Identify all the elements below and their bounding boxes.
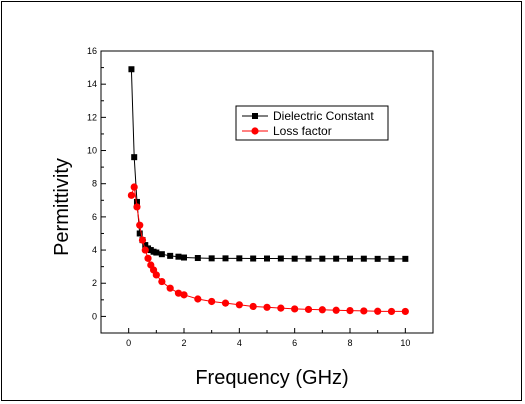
series-layer: [127, 66, 409, 316]
data-point-loss-factor: [291, 305, 299, 313]
data-point-dielectric-constant: [333, 255, 340, 262]
data-point-dielectric-constant: [291, 255, 298, 262]
data-point-loss-factor: [133, 203, 141, 211]
data-point-dielectric-constant: [167, 252, 174, 259]
data-point-loss-factor: [304, 305, 313, 314]
data-point-dielectric-constant: [305, 255, 312, 262]
data-point-dielectric-constant: [153, 249, 160, 256]
y-tick-label: 12: [87, 112, 97, 122]
data-point-dielectric-constant: [128, 66, 135, 73]
data-point-loss-factor: [130, 183, 138, 191]
data-point-loss-factor: [136, 221, 144, 229]
axis-ticks: 0 2 4 6 8 10 0 2 4 6 8 10 12 14 16: [87, 46, 410, 348]
data-point-loss-factor: [180, 291, 188, 299]
data-point-loss-factor: [141, 246, 149, 254]
data-point-dielectric-constant: [131, 154, 138, 161]
y-tick-label: 4: [92, 245, 97, 255]
x-tick-label: 6: [292, 338, 297, 348]
data-point-dielectric-constant: [264, 255, 270, 262]
y-tick-label: 0: [92, 311, 97, 321]
series-line-loss-factor: [130, 186, 406, 312]
data-point-loss-factor: [249, 302, 257, 311]
y-tick-label: 6: [92, 212, 97, 222]
data-point-dielectric-constant: [181, 254, 187, 261]
data-point-loss-factor: [152, 271, 160, 279]
data-point-loss-factor: [360, 307, 368, 315]
data-point-loss-factor: [166, 284, 174, 292]
data-point-dielectric-constant: [158, 251, 165, 258]
data-point-dielectric-constant: [133, 198, 140, 205]
data-point-dielectric-constant: [194, 255, 201, 262]
data-point-loss-factor: [158, 277, 166, 286]
data-point-dielectric-constant: [236, 255, 243, 262]
data-point-loss-factor: [221, 299, 230, 307]
data-point-dielectric-constant: [142, 242, 149, 249]
legend-box: [235, 105, 389, 141]
y-tick-label: 10: [87, 146, 97, 156]
y-tick-label: 16: [87, 46, 97, 56]
data-point-loss-factor: [332, 306, 340, 314]
legend-label: Dielectric Constant: [273, 109, 374, 123]
data-point-dielectric-constant: [347, 255, 353, 262]
data-point-dielectric-constant: [175, 253, 182, 260]
data-point-dielectric-constant: [136, 230, 143, 237]
y-axis-title: Permittivity: [51, 158, 73, 256]
x-tick-label: 0: [126, 338, 131, 348]
legend-marker: [251, 127, 259, 135]
series-line-dielectric-constant: [130, 69, 406, 260]
x-tick-label: 4: [237, 338, 242, 348]
y-tick-label: 14: [87, 79, 97, 89]
data-point-dielectric-constant: [250, 255, 257, 262]
data-point-loss-factor: [138, 236, 147, 244]
data-point-loss-factor: [346, 307, 354, 315]
data-point-dielectric-constant: [388, 255, 395, 262]
data-point-dielectric-constant: [208, 255, 215, 262]
data-point-loss-factor: [235, 301, 243, 309]
data-point-dielectric-constant: [360, 255, 367, 262]
plot-area-border: [100, 50, 434, 334]
x-tick-label: 8: [347, 338, 352, 348]
x-tick-label: 10: [400, 338, 410, 348]
data-point-loss-factor: [144, 254, 152, 262]
data-point-dielectric-constant: [222, 255, 229, 262]
y-tick-label: 8: [92, 179, 97, 189]
data-point-loss-factor: [387, 307, 396, 316]
data-point-loss-factor: [277, 304, 285, 312]
data-point-loss-factor: [318, 306, 326, 314]
data-point-dielectric-constant: [277, 255, 284, 262]
data-point-loss-factor: [208, 297, 216, 306]
data-point-dielectric-constant: [402, 255, 409, 262]
data-point-loss-factor: [194, 295, 202, 303]
legend-label: Loss factor: [273, 124, 332, 138]
data-point-dielectric-constant: [374, 255, 381, 262]
data-point-loss-factor: [374, 307, 382, 315]
data-point-dielectric-constant: [319, 255, 326, 262]
data-point-loss-factor: [401, 307, 409, 316]
y-tick-label: 2: [92, 278, 97, 288]
legend-marker: [252, 113, 258, 119]
x-axis-title: Frequency (GHz): [195, 367, 348, 389]
data-point-loss-factor: [127, 191, 136, 199]
x-tick-label: 2: [181, 338, 186, 348]
data-point-loss-factor: [174, 289, 183, 297]
data-point-loss-factor: [263, 303, 271, 311]
